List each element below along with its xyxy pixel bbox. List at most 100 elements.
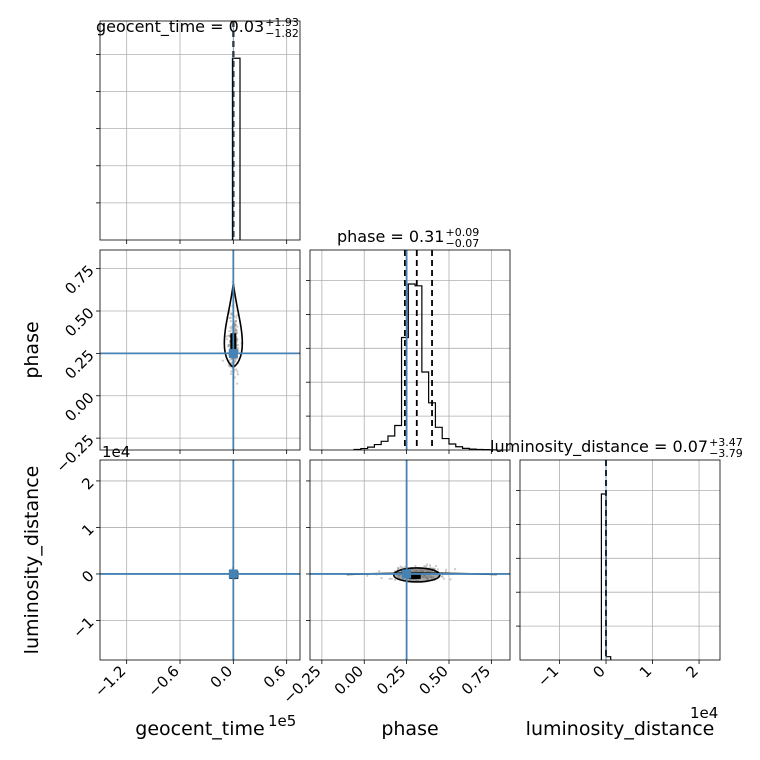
ytick-label-phase-0: −0.25 — [52, 431, 97, 476]
panel-frame-phase-vs-luminosity_distance — [309, 459, 511, 661]
x-axis-label-geocent_time: geocent_time — [135, 718, 264, 740]
sample-point — [230, 361, 233, 364]
sample-point — [397, 567, 400, 570]
title-lower-error-luminosity_distance: −3.79 — [709, 447, 743, 460]
ytick-label-luminosity_distance-0: −1 — [69, 613, 97, 641]
sample-point — [234, 323, 237, 327]
sample-point — [229, 358, 232, 361]
title-upper-error-geocent_time: +1.93 — [265, 16, 299, 29]
sample-point — [440, 575, 443, 578]
sample-point — [236, 338, 239, 341]
sample-point — [229, 316, 232, 319]
xtick-label-luminosity_distance-0: −1 — [534, 662, 562, 690]
xtick-label-luminosity_distance-2: 1 — [636, 662, 655, 681]
sample-point — [426, 563, 429, 566]
ytick-label-luminosity_distance-2: 1 — [78, 520, 97, 539]
panel-frame-geocent_time-vs-luminosity_distance — [99, 459, 301, 661]
y-axis-label-phase: phase — [21, 321, 43, 378]
sample-point — [378, 569, 381, 573]
sample-point — [442, 577, 446, 580]
density-core-phase-vs-luminosity_distance — [408, 572, 421, 579]
contour-phase-vs-luminosity_distance — [392, 567, 441, 583]
sample-point — [235, 368, 238, 371]
sample-point — [436, 568, 440, 571]
title-main-luminosity_distance: luminosity_distance = 0.07 — [490, 437, 708, 457]
sample-point — [226, 338, 229, 341]
title-main-geocent_time: geocent_time = 0.03 — [96, 17, 264, 37]
sample-point — [229, 320, 232, 323]
sample-point — [230, 312, 233, 315]
sample-point — [234, 320, 237, 324]
sample-point — [444, 568, 448, 571]
xtick-label-geocent_time-2: 0.0 — [207, 662, 237, 692]
sample-point — [234, 327, 237, 331]
title-phase: phase = 0.31 +0.09−0.07 — [337, 226, 479, 250]
sample-point — [414, 564, 417, 568]
sample-point — [230, 370, 233, 373]
histogram-geocent_time — [231, 57, 241, 240]
xtick-label-phase-4: 0.75 — [458, 662, 494, 698]
sample-point — [226, 345, 230, 348]
sample-point — [388, 577, 391, 580]
sample-point — [423, 564, 426, 568]
ytick-label-phase-3: 0.50 — [61, 304, 97, 340]
xtick-label-phase-3: 0.50 — [415, 662, 451, 698]
sample-point — [228, 316, 231, 320]
sample-point — [401, 566, 404, 569]
sample-point — [235, 329, 238, 332]
panel-frame-geocent_time-vs-phase — [99, 249, 301, 451]
sample-point — [235, 330, 238, 334]
sample-point — [233, 322, 236, 325]
title-main-phase: phase = 0.31 — [337, 227, 444, 246]
sample-point — [236, 346, 239, 350]
xtick-label-phase-0: −0.25 — [279, 662, 324, 707]
sample-point — [236, 314, 239, 317]
title-upper-error-luminosity_distance: +3.47 — [709, 436, 743, 449]
sample-point — [234, 328, 238, 332]
x-axis-label-phase: phase — [381, 718, 438, 740]
sample-point — [228, 334, 231, 337]
sample-point — [441, 575, 444, 578]
sample-point — [234, 323, 238, 326]
sample-point — [428, 564, 432, 567]
sample-point — [425, 564, 428, 568]
xtick-label-phase-2: 0.25 — [373, 662, 409, 698]
ytick-label-luminosity_distance-3: 2 — [78, 474, 97, 493]
ytick-label-phase-4: 0.75 — [61, 262, 97, 298]
sample-point — [236, 331, 239, 335]
truth-marker-phase-vs-luminosity_distance — [402, 569, 412, 579]
sample-point — [396, 566, 400, 570]
sample-point — [380, 576, 383, 580]
x-offset-luminosity_distance: 1e4 — [690, 704, 718, 722]
sample-point — [227, 343, 230, 346]
truth-marker-geocent_time-vs-phase — [228, 348, 238, 358]
sample-point — [234, 329, 237, 332]
sample-point — [234, 360, 237, 363]
title-geocent_time: geocent_time = 0.03 +1.93−1.82 — [96, 16, 299, 40]
panel-frame-phase — [309, 249, 511, 451]
sample-point — [229, 372, 233, 376]
histogram-phase — [353, 283, 498, 451]
sample-point — [235, 340, 239, 343]
sample-point — [227, 344, 231, 347]
x-offset-geocent_time: 1e5 — [268, 712, 296, 730]
sample-point — [228, 335, 231, 338]
xtick-label-luminosity_distance-3: 2 — [682, 662, 701, 681]
sample-point — [236, 344, 240, 347]
sample-point — [236, 370, 239, 373]
sample-point — [236, 338, 239, 341]
title-lower-error-phase: −0.07 — [445, 237, 479, 250]
truth-marker-geocent_time-vs-luminosity_distance — [228, 569, 238, 579]
sample-point — [230, 325, 233, 328]
panel-frame-luminosity_distance — [519, 459, 721, 661]
sample-point — [366, 574, 369, 577]
ytick-label-phase-1: 0.00 — [61, 389, 97, 425]
sample-point — [390, 577, 393, 580]
sample-point — [393, 578, 397, 581]
sample-point — [221, 359, 224, 362]
sample-point — [228, 345, 231, 348]
sample-point — [229, 329, 232, 332]
xtick-label-geocent_time-1: −0.6 — [144, 662, 182, 700]
sample-point — [236, 325, 239, 328]
